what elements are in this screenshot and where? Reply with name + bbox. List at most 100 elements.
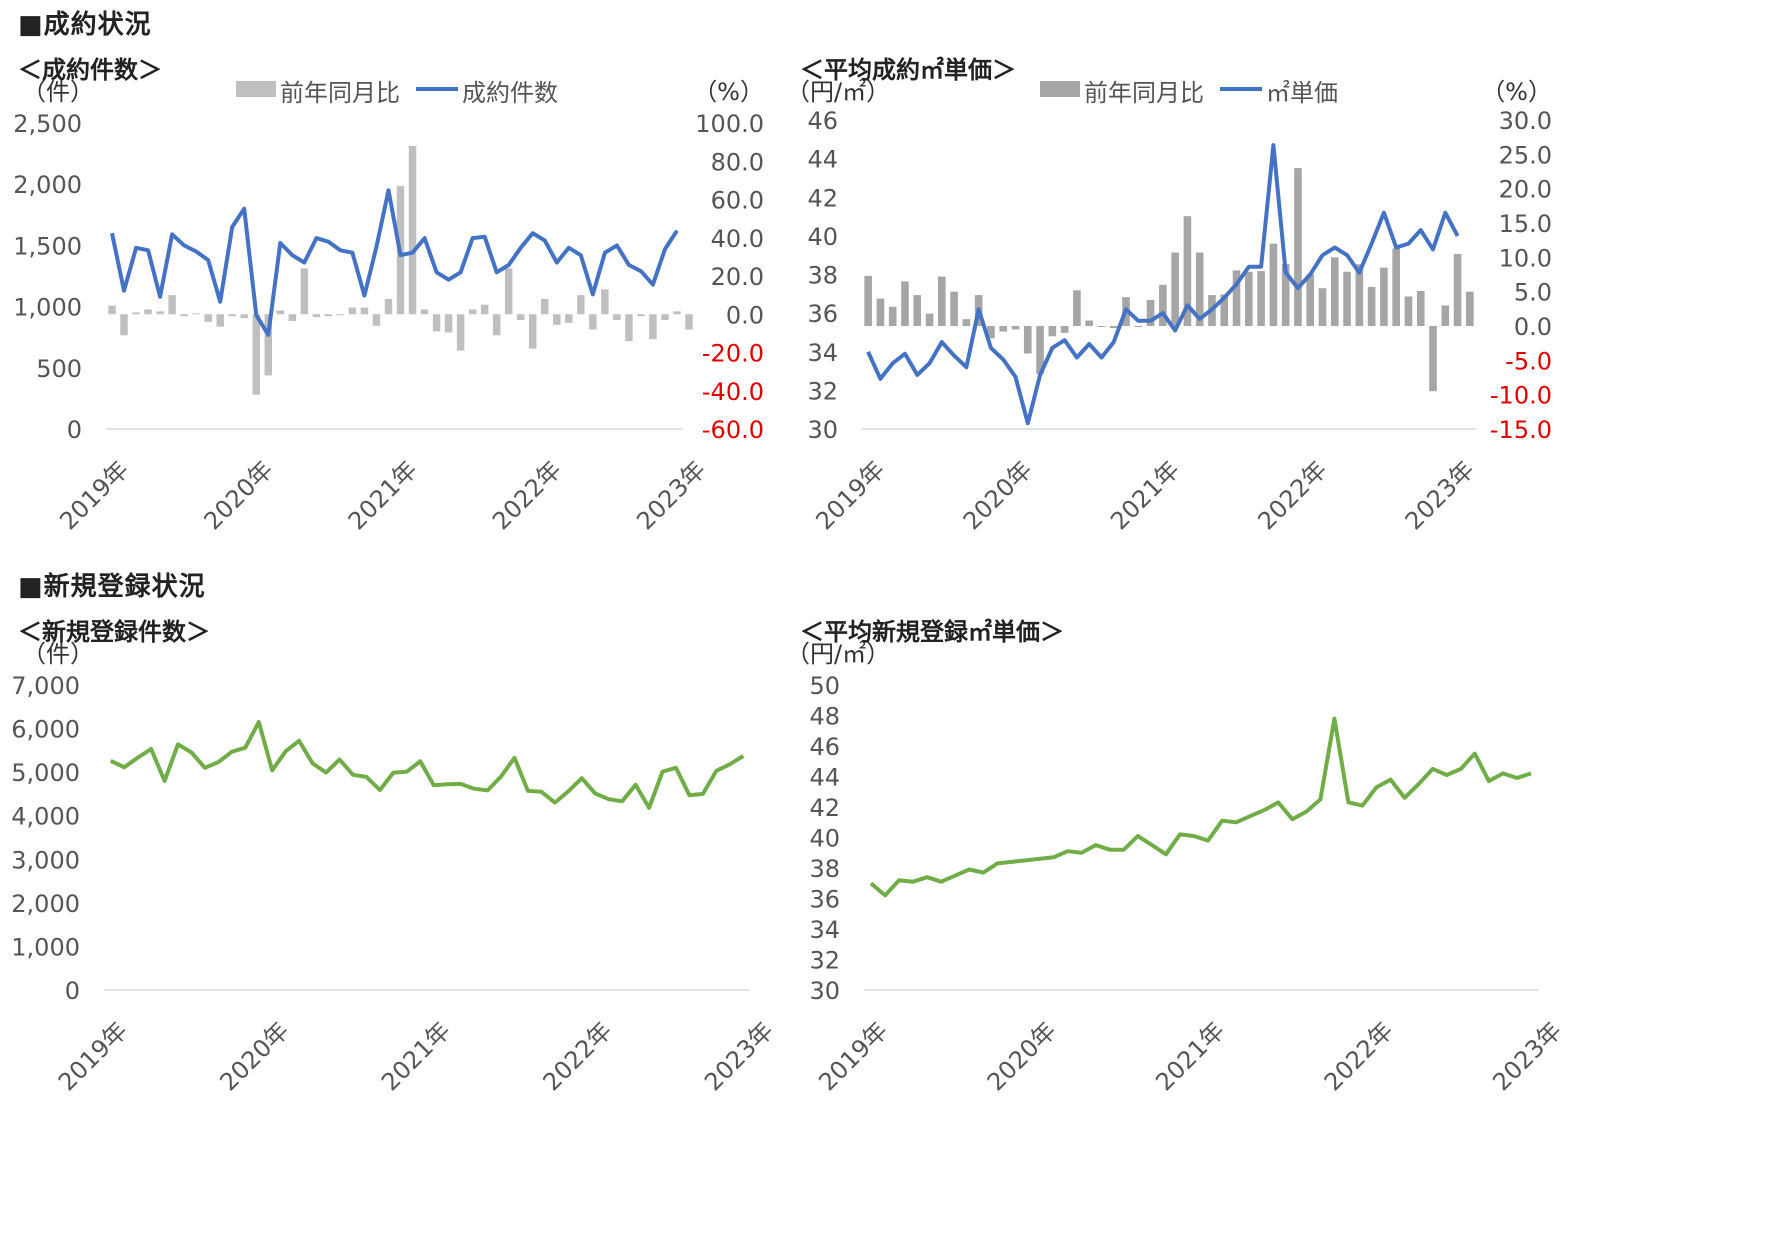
chart-svg: 0 500 1,000 1,500 2,000 2,500 （件） -60.0 -40.0 -20…	[13, 78, 764, 535]
legend-bar-swatch	[236, 81, 276, 97]
bar	[324, 314, 333, 317]
bar	[456, 314, 465, 351]
section-title-contracts: ■成約状況	[18, 10, 152, 40]
chart-contract-price: ＜平均成約㎡単価＞ 30 32 34 36 38 40 42 44 46 （円/㎡） -15.0 -1…	[786, 50, 1570, 535]
x-tick-label: 2022年	[1253, 455, 1333, 535]
bar	[1097, 326, 1106, 327]
bar	[1466, 291, 1474, 326]
y2-tick-label: 20.0	[711, 263, 764, 291]
bar	[336, 314, 345, 316]
y-tick-label: 36	[809, 886, 840, 914]
bar	[577, 295, 585, 315]
x-tick-label: 2020年	[215, 1016, 295, 1096]
y-tick-label: 3,000	[11, 846, 80, 874]
chart-title: ＜平均成約㎡単価＞	[800, 56, 1016, 84]
bar	[1220, 294, 1229, 326]
bar	[264, 314, 273, 376]
bar	[240, 314, 248, 319]
bar	[192, 313, 200, 315]
bar	[1195, 252, 1204, 326]
y-tick-label: 44	[809, 764, 840, 792]
y-tick-label: 34	[809, 916, 840, 944]
bar	[1269, 243, 1278, 326]
bar	[168, 295, 176, 315]
bar	[987, 326, 995, 339]
bar	[312, 314, 321, 318]
bar	[565, 314, 573, 323]
bar	[360, 307, 369, 315]
bar	[420, 309, 429, 315]
x-tick-label: 2020年	[958, 455, 1038, 535]
bar	[492, 314, 501, 336]
chart-svg: 30 32 34 36 38 40 42 44 46（円/㎡） -15.0 -10.0 -5.0 0.0…	[786, 78, 1552, 535]
bar	[372, 314, 381, 326]
bar	[950, 291, 958, 326]
bar	[1441, 305, 1450, 326]
y-tick-label: 7,000	[11, 672, 80, 700]
bar	[685, 314, 693, 330]
bar	[504, 268, 513, 315]
bar	[888, 306, 897, 326]
bar	[144, 309, 152, 315]
bar	[300, 268, 309, 315]
chart-contract-count: ＜成約件数＞ 0 500 1,000 1,500 2,000 2,500 （件） -60.0 -…	[13, 50, 778, 535]
bar	[649, 314, 657, 340]
x-tick-label: 2023年	[1400, 455, 1480, 535]
bar	[1183, 216, 1192, 326]
legend-line-label: ㎡単価	[1266, 79, 1338, 107]
y2-tick-label: -10.0	[1490, 382, 1552, 410]
bar	[1232, 270, 1241, 326]
y2-tick-label: -15.0	[1490, 416, 1552, 444]
y-axis-unit: （円/㎡）	[786, 640, 890, 668]
y-tick-label: 2,500	[13, 110, 82, 138]
bar	[516, 314, 525, 320]
y-tick-label: 44	[807, 146, 838, 174]
bar	[204, 314, 212, 322]
x-tick-label: 2021年	[376, 1016, 456, 1096]
y2-axis-unit: （%）	[1481, 78, 1552, 106]
y-axis-unit: （件）	[22, 78, 94, 106]
bar	[156, 311, 164, 315]
y2-tick-label: 25.0	[1499, 141, 1552, 169]
bar	[901, 281, 909, 326]
bar	[120, 314, 128, 336]
bar	[444, 314, 453, 333]
bar	[913, 295, 922, 326]
y-axis-unit: （件）	[22, 640, 94, 668]
x-tick-label: 2023年	[1487, 1016, 1567, 1096]
bar	[1134, 326, 1143, 327]
y-tick-label: 30	[807, 416, 838, 444]
bar	[625, 314, 633, 342]
bar	[288, 314, 297, 321]
bar	[1343, 271, 1351, 326]
bar	[637, 314, 645, 317]
bar	[589, 314, 597, 330]
y-tick-label: 46	[807, 107, 838, 135]
bar	[661, 314, 669, 320]
y2-tick-label: 0.0	[1514, 313, 1552, 341]
bar	[1085, 320, 1093, 326]
x-tick-label: 2019年	[810, 455, 890, 535]
series-line	[110, 188, 679, 337]
bar	[1245, 271, 1253, 326]
y-tick-label: 1,000	[13, 294, 82, 322]
series-line	[869, 716, 1532, 898]
x-tick-label: 2019年	[813, 1016, 893, 1096]
bar	[1453, 253, 1462, 326]
bar	[1073, 290, 1081, 326]
y-tick-label: 32	[809, 947, 840, 975]
bar	[601, 289, 609, 315]
bar	[276, 310, 285, 315]
bar	[1109, 326, 1118, 329]
y-tick-label: 30	[809, 977, 840, 1005]
legend-bar-label: 前年同月比	[280, 79, 400, 107]
y-tick-label: 6,000	[11, 716, 80, 744]
y2-tick-label: -20.0	[702, 340, 764, 368]
y-tick-label: 2,000	[11, 890, 80, 918]
chart-title: ＜新規登録件数＞	[18, 618, 210, 646]
y-tick-label: 34	[807, 339, 838, 367]
legend-bar-label: 前年同月比	[1084, 79, 1204, 107]
bar	[1367, 286, 1376, 326]
bar	[480, 304, 489, 315]
